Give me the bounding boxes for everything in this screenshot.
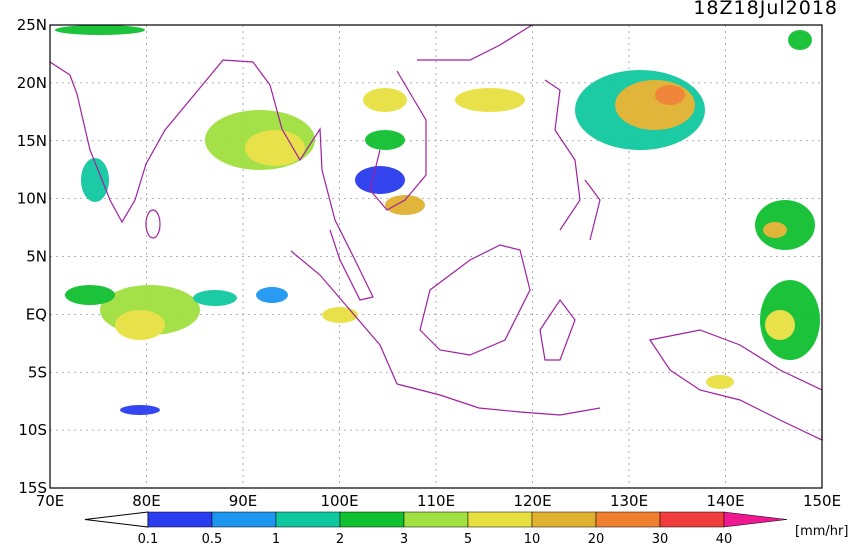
lat-label: 15S — [18, 479, 47, 497]
rain-area — [385, 195, 425, 215]
rain-area — [655, 85, 685, 105]
colorbar-end — [723, 511, 788, 528]
coastline — [539, 298, 576, 361]
grid — [50, 25, 822, 488]
lon-label: 140E — [706, 492, 744, 510]
colorbar-segment — [595, 511, 661, 528]
precipitation — [55, 25, 820, 415]
lon-label: 130E — [610, 492, 648, 510]
colorbar-label: 0.5 — [202, 532, 223, 544]
coastline — [396, 383, 601, 416]
lat-label: 10N — [17, 190, 47, 208]
colorbar-label: 1 — [272, 532, 280, 544]
rain-area — [65, 285, 115, 305]
rain-area — [788, 30, 812, 50]
colorbar-label: 10 — [524, 532, 541, 544]
rain-area — [355, 166, 405, 194]
lat-label: 25N — [17, 16, 47, 34]
lat-label: 15N — [17, 132, 47, 150]
rain-area — [755, 200, 815, 250]
lon-label: 150E — [803, 492, 841, 510]
rain-area — [245, 130, 305, 166]
coastline — [419, 244, 531, 356]
lat-label: 10S — [18, 421, 47, 439]
rain-area — [363, 88, 407, 112]
rain-area — [120, 405, 160, 415]
lon-label: 120E — [513, 492, 551, 510]
lat-label: EQ — [26, 305, 47, 323]
colorbar-segment — [339, 511, 405, 528]
rain-area — [81, 158, 109, 202]
lon-label: 100E — [320, 492, 358, 510]
colorbar: 0.1 0.5 1 2 3 5 10 20 30 40 — [84, 511, 788, 547]
coastline — [145, 209, 161, 239]
colorbar-unit: [mm/hr] — [795, 524, 848, 539]
map-frame — [49, 24, 823, 489]
colorbar-label: 5 — [464, 532, 472, 544]
timestamp: 18Z18Jul2018 — [693, 0, 838, 19]
lat-label: 5N — [26, 248, 47, 266]
colorbar-segment — [403, 511, 469, 528]
colorbar-label: 3 — [400, 532, 408, 544]
colorbar-label: 0.1 — [138, 532, 159, 544]
coastline — [49, 59, 374, 301]
rain-area — [615, 80, 695, 130]
rain-area — [193, 290, 237, 306]
colorbar-label: 40 — [716, 532, 733, 544]
lat-label: 5S — [28, 363, 47, 381]
lon-label: 110E — [417, 492, 455, 510]
colorbar-label: 30 — [652, 532, 669, 544]
colorbar-segment — [531, 511, 597, 528]
rain-area — [256, 287, 288, 303]
coastline — [369, 24, 533, 211]
colorbar-segment — [467, 511, 533, 528]
rain-area — [365, 130, 405, 150]
lon-label: 90E — [229, 492, 258, 510]
lat-label: 20N — [17, 74, 47, 92]
rain-area — [55, 25, 145, 35]
lon-label: 70E — [36, 492, 65, 510]
lon-label: 80E — [132, 492, 161, 510]
rain-area — [115, 310, 165, 340]
colorbar-segment — [275, 511, 341, 528]
colorbar-label: 20 — [588, 532, 605, 544]
coastline — [290, 250, 398, 385]
colorbar-segment — [211, 511, 277, 528]
colorbar-label: 2 — [336, 532, 344, 544]
colorbar-segment — [659, 511, 725, 528]
colorbar-end — [84, 511, 149, 528]
coastline — [544, 79, 601, 241]
coastlines — [49, 24, 823, 441]
rain-area — [455, 88, 525, 112]
rain-area — [765, 310, 795, 340]
rain-area — [763, 222, 787, 238]
colorbar-segment — [147, 511, 213, 528]
rain-area — [706, 375, 734, 389]
rain-area — [322, 307, 358, 323]
